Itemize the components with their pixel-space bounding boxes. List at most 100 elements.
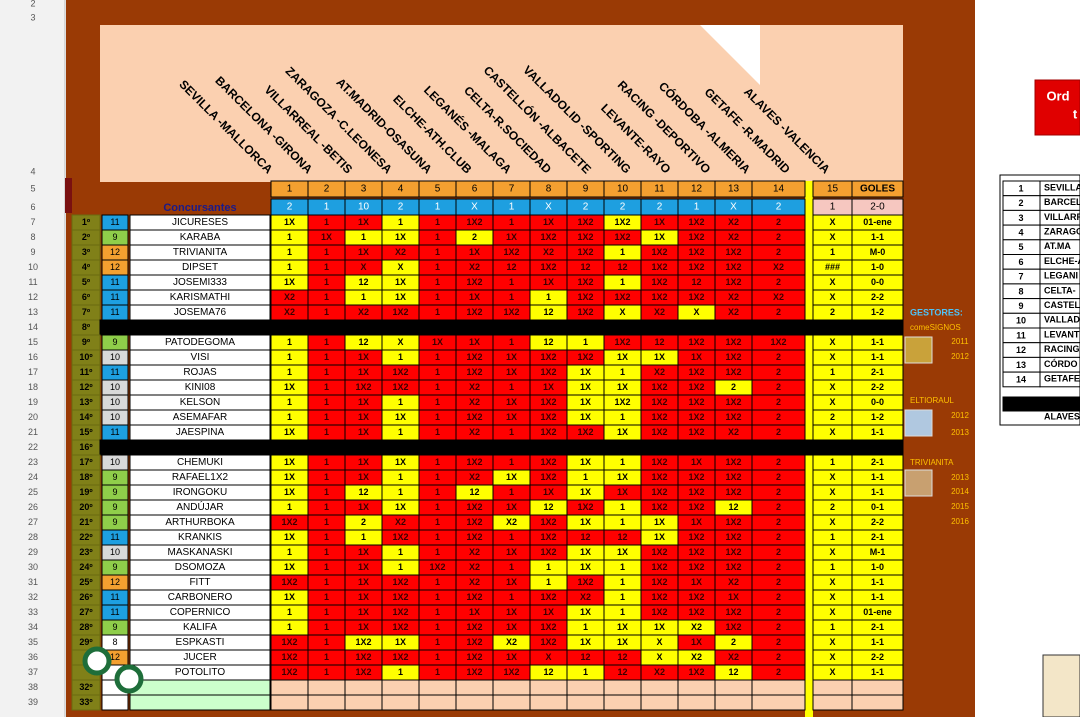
sort-button[interactable] [1034,79,1080,136]
result-pick: 2 [657,202,663,213]
pick: 1 [361,292,366,302]
row-number: 38 [28,682,38,692]
pick: 1X [284,562,295,572]
pick: 1 [509,337,514,347]
pick: 12 [358,337,368,347]
pick: 1X2 [577,427,593,437]
pick: 1X2 [725,532,741,542]
row-number: 10 [28,262,38,272]
pick: 1 [435,427,440,437]
pick: 1X [284,427,295,437]
pick: 1 [509,427,514,437]
row-number: 17 [28,367,38,377]
pick: 1X [691,517,702,527]
result-pick: 2 [620,202,626,213]
pick: 1 [435,472,440,482]
pick: 1X2 [503,247,519,257]
side-list-gap [1002,396,1080,412]
row-number: 2 [30,0,35,8]
side-list-name: BARCEL [1044,197,1080,207]
pick: 1X2 [688,397,704,407]
col15-pick: X [829,292,835,302]
pick-cell [455,679,494,696]
pick: 1X2 [466,667,482,677]
result-pick: 2 [583,202,589,213]
goles: 1-1 [871,667,884,677]
pick: 1X [284,472,295,482]
pick: 1X [617,472,628,482]
pick: 1X [580,397,591,407]
row-number: 24 [28,472,38,482]
pick: 1X2 [688,412,704,422]
pick: 1 [324,472,329,482]
pick: 1X2 [614,232,630,242]
pick: 1X2 [688,217,704,227]
participant-name: RAFAEL1X2 [172,472,229,483]
pick: 1X [617,382,628,392]
pick: 1 [324,457,329,467]
header-number: 7 [509,184,515,195]
goles-cell [851,679,904,696]
pick: 1X [469,247,480,257]
participant-number: 12 [110,262,120,272]
pick: 1 [324,397,329,407]
button-label[interactable]: t [1073,106,1078,121]
pick: 2 [361,517,366,527]
result-pick: 10 [358,202,370,213]
pick: 1X2 [503,307,519,317]
pick: 1 [435,307,440,317]
gestor-icon [904,409,933,437]
row-number: 32 [28,592,38,602]
pick: 1X [543,487,554,497]
side-list-number: 10 [1016,316,1026,326]
button-label[interactable]: Ord [1046,88,1069,103]
result-pick: 2 [287,202,293,213]
pick: 1X2 [725,562,741,572]
pick: X [397,262,403,272]
pick-cell [492,694,531,711]
pick: 2 [776,502,781,512]
participant-number: 12 [110,577,120,587]
participant-name: ESPKASTI [176,637,225,648]
rank: 12º [79,382,93,392]
pick: 1X [358,247,369,257]
participant-name: CARBONERO [168,592,233,603]
pick: 1X2 [688,592,704,602]
pick: 1X [580,412,591,422]
participant-name: JAESPINA [176,427,225,438]
participant-number: 11 [110,277,119,287]
row-number: 22 [28,442,38,452]
pick: 1X2 [725,547,741,557]
pick: 12 [543,307,553,317]
rank: 20º [79,502,93,512]
pick: 1X2 [651,247,667,257]
col15-cell [812,679,853,696]
gestor-name: ELTIORAUL [910,396,954,405]
goles: 1-1 [871,352,884,362]
goles: 1-1 [871,637,884,647]
header-number: 4 [398,184,404,195]
pick: 1X [580,607,591,617]
participant-number: 9 [112,562,117,572]
pick: 1X2 [614,217,630,227]
pick-cell [344,679,383,696]
rank: 21º [79,517,93,527]
pick: 1X2 [466,457,482,467]
pick: X [397,337,403,347]
pick: 1X2 [651,427,667,437]
pick-cell [677,679,716,696]
pick: 1 [287,337,292,347]
pick-cell [566,694,605,711]
pick: 1 [324,667,329,677]
pick: 2 [776,622,781,632]
row-number: 8 [30,232,35,242]
pick: X2 [284,307,295,317]
selection-handle [114,664,144,694]
col15-pick: X [829,427,835,437]
pick: 1X2 [392,382,408,392]
pick: 1X [358,412,369,422]
row-number: 29 [28,547,38,557]
pick: 1X2 [540,412,556,422]
pick-cell [418,694,457,711]
pick: 1X2 [688,337,704,347]
